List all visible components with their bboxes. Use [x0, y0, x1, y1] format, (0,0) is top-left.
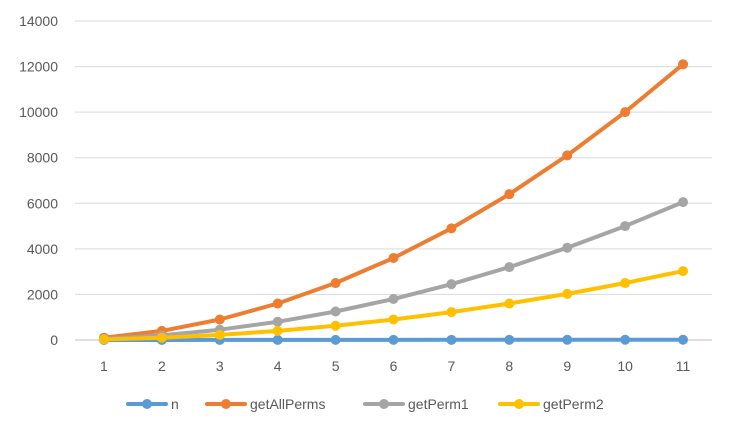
y-tick-label: 4000	[27, 241, 58, 257]
data-point	[504, 189, 515, 200]
legend-label: n	[171, 396, 179, 412]
data-point	[620, 221, 631, 232]
x-tick-label: 10	[617, 358, 633, 374]
x-tick-label: 6	[390, 358, 398, 374]
data-point	[446, 223, 457, 234]
x-tick-label: 11	[676, 358, 691, 374]
data-point	[504, 262, 515, 273]
data-point	[388, 293, 399, 304]
data-point	[504, 298, 515, 309]
data-point	[678, 334, 689, 345]
data-point	[272, 316, 283, 327]
data-point	[562, 150, 573, 161]
data-point	[98, 334, 109, 345]
data-point	[272, 298, 283, 309]
legend-swatch-marker	[379, 399, 389, 409]
y-tick-label: 8000	[27, 150, 58, 166]
y-tick-label: 12000	[19, 59, 58, 75]
data-point	[620, 278, 631, 289]
data-point	[562, 288, 573, 299]
y-tick-label: 10000	[19, 104, 58, 120]
x-tick-label: 2	[158, 358, 166, 374]
series-line	[102, 269, 685, 342]
data-point	[388, 252, 399, 263]
legend-label: getPerm2	[543, 396, 604, 412]
y-tick-label: 0	[50, 332, 58, 348]
x-axis-tick-labels: 1 2 3 4 5 6 7 8 9 10 11	[100, 358, 690, 374]
legend-item: n	[126, 396, 179, 412]
data-point	[620, 107, 631, 118]
y-tick-label: 6000	[27, 195, 58, 211]
series-getPerm2	[98, 266, 689, 345]
legend-swatch-marker	[514, 399, 524, 409]
data-point	[678, 197, 689, 208]
x-tick-label: 4	[274, 358, 282, 374]
x-tick-label: 5	[332, 358, 340, 374]
data-point	[272, 325, 283, 336]
legend-item: getAllPerms	[205, 396, 325, 412]
legend-swatch-marker	[221, 399, 231, 409]
x-tick-label: 3	[216, 358, 224, 374]
data-point	[330, 278, 341, 289]
legend-label: getPerm1	[408, 396, 469, 412]
x-tick-label: 7	[448, 358, 456, 374]
x-tick-label: 1	[100, 358, 108, 374]
data-point	[562, 242, 573, 253]
series-lines	[98, 59, 689, 345]
y-axis-tick-labels: 0 2000 4000 6000 8000 10000 12000 14000	[19, 13, 58, 348]
data-point	[446, 279, 457, 290]
data-point	[388, 314, 399, 325]
data-point	[330, 320, 341, 331]
data-point	[388, 334, 399, 345]
data-point	[446, 307, 457, 318]
legend-label: getAllPerms	[250, 396, 325, 412]
data-point	[214, 329, 225, 340]
data-point	[562, 334, 573, 345]
data-point	[156, 332, 167, 343]
data-point	[504, 334, 515, 345]
y-tick-label: 14000	[19, 13, 58, 29]
data-point	[330, 306, 341, 317]
y-tick-label: 2000	[27, 286, 58, 302]
legend-swatch-marker	[142, 399, 152, 409]
x-tick-label: 8	[505, 358, 513, 374]
data-point	[620, 334, 631, 345]
data-point	[678, 59, 689, 70]
legend: n getAllPerms getPerm1 getPerm2	[126, 396, 604, 412]
gridlines	[75, 20, 712, 341]
data-point	[446, 334, 457, 345]
data-point	[272, 334, 283, 345]
data-point	[678, 266, 689, 277]
data-point	[330, 334, 341, 345]
data-point	[214, 314, 225, 325]
x-tick-label: 9	[563, 358, 571, 374]
legend-item: getPerm2	[498, 396, 604, 412]
legend-item: getPerm1	[363, 396, 469, 412]
